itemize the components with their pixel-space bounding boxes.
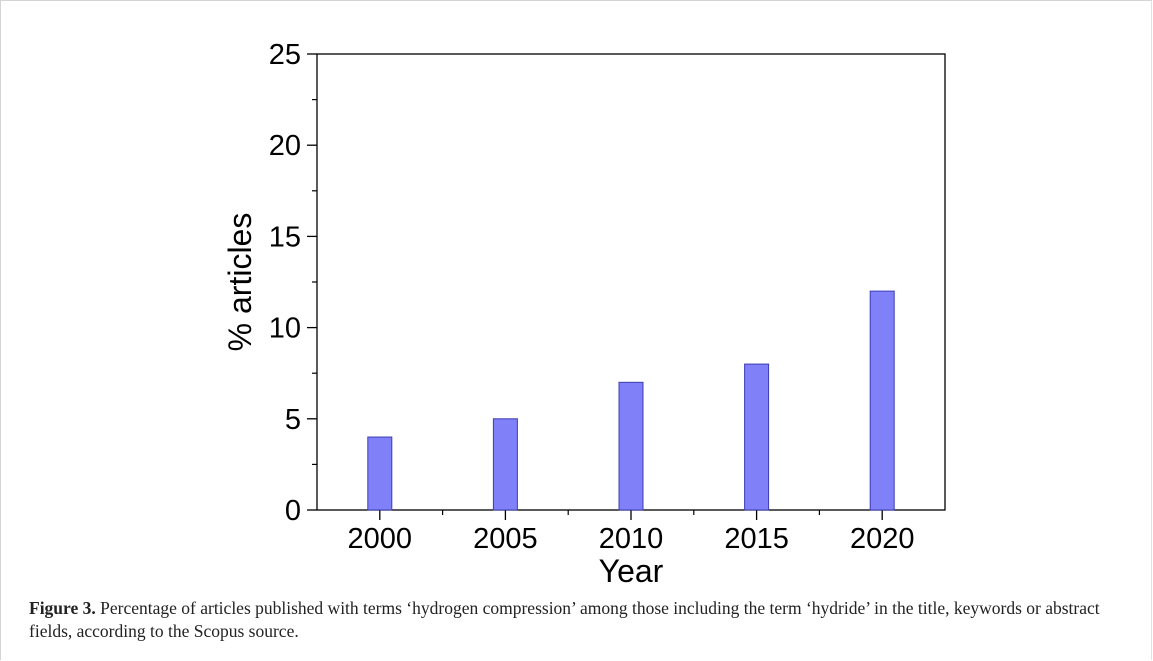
figure-caption: Figure 3. Percentage of articles publish… xyxy=(29,597,1114,643)
bar xyxy=(367,436,393,511)
caption-label: Figure 3. xyxy=(29,598,96,618)
x-tick-label: 2005 xyxy=(473,523,538,555)
y-tick-label: 15 xyxy=(269,221,301,253)
x-tick-label: 2015 xyxy=(724,523,789,555)
y-tick-label: 10 xyxy=(269,313,301,345)
y-tick-label: 25 xyxy=(269,39,301,71)
x-tick-label: 2010 xyxy=(599,523,664,555)
y-tick-label: 20 xyxy=(269,130,301,162)
y-axis-title: % articles xyxy=(222,213,258,352)
x-tick-label: 2020 xyxy=(850,523,915,555)
x-axis-title: Year xyxy=(599,553,664,589)
bars xyxy=(367,290,895,511)
x-tick-label: 2000 xyxy=(348,523,413,555)
bar xyxy=(492,418,518,511)
tick-labels: 0 5 10 15 20 25 2000 2005 2010 2015 2020 xyxy=(269,39,915,555)
bar xyxy=(744,363,770,511)
axis-ticks xyxy=(307,53,883,520)
y-tick-label: 5 xyxy=(285,404,301,436)
bar xyxy=(618,381,644,511)
y-tick-label: 0 xyxy=(285,495,301,527)
caption-text: Percentage of articles published with te… xyxy=(29,598,1100,641)
bar xyxy=(869,290,895,511)
